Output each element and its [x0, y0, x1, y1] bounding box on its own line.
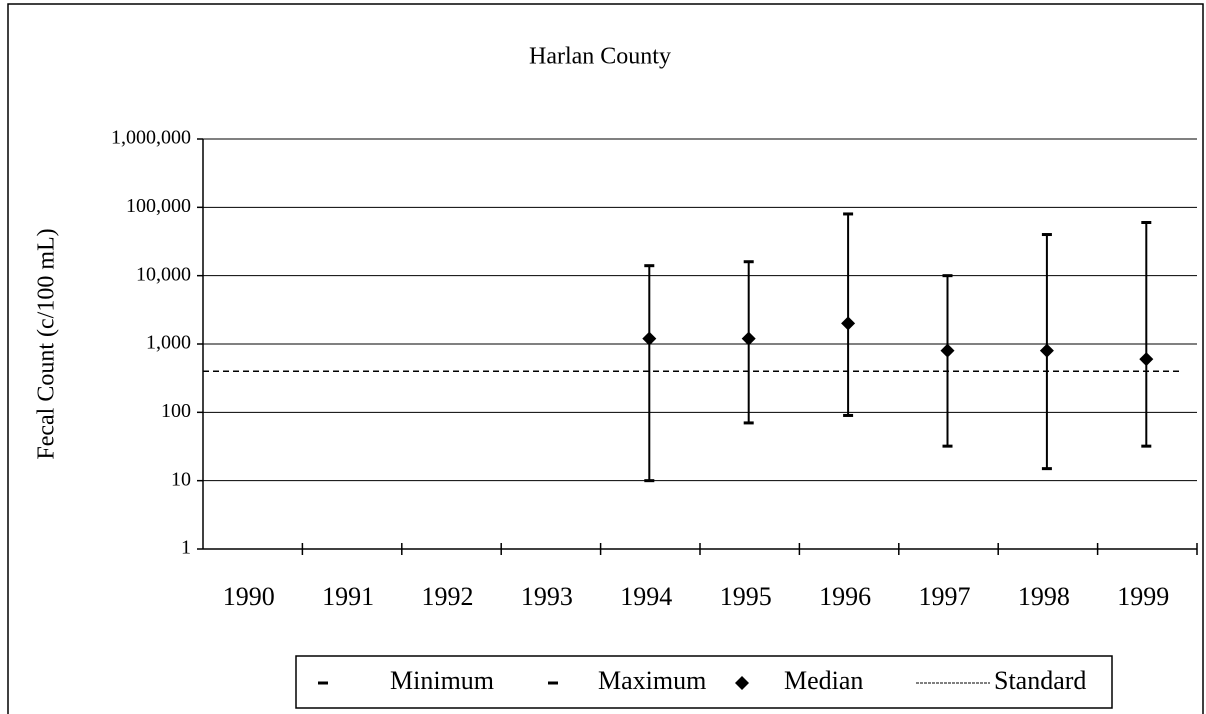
y-axis-title: Fecal Count (c/100 mL): [34, 228, 60, 459]
legend-label: Standard: [994, 666, 1086, 695]
x-tick-label: 1993: [521, 582, 573, 611]
y-tick-label: 1,000: [146, 332, 191, 354]
x-tick-label: 1990: [223, 582, 275, 611]
y-tick-label: 10,000: [136, 263, 191, 285]
legend-median-symbol: [735, 676, 749, 690]
x-tick-label: 1995: [720, 582, 772, 611]
chart-frame: [7, 3, 1204, 714]
median-marker: [741, 331, 756, 346]
legend-label: Median: [784, 666, 863, 695]
median-marker: [841, 316, 856, 331]
median-marker: [642, 331, 657, 346]
x-tick-label: 1992: [422, 582, 474, 611]
legend-label: Minimum: [390, 666, 494, 695]
x-tick-label: 1994: [620, 582, 672, 611]
y-tick-label: 10: [171, 468, 191, 490]
x-tick-label: 1991: [322, 582, 374, 611]
median-marker: [940, 343, 955, 358]
x-tick-label: 1998: [1018, 582, 1070, 611]
x-tick-label: 1996: [819, 582, 871, 611]
chart-title: Harlan County: [529, 44, 671, 70]
y-tick-label: 1: [181, 537, 191, 559]
median-marker: [1139, 352, 1154, 367]
legend-label: Maximum: [598, 666, 706, 695]
legend-box: [295, 655, 1113, 709]
y-tick-label: 100,000: [126, 195, 191, 217]
median-marker: [1039, 343, 1054, 358]
x-tick-label: 1997: [919, 582, 971, 611]
x-tick-label: 1999: [1117, 582, 1169, 611]
y-tick-label: 100: [161, 400, 191, 422]
y-tick-label: 1,000,000: [111, 127, 191, 149]
